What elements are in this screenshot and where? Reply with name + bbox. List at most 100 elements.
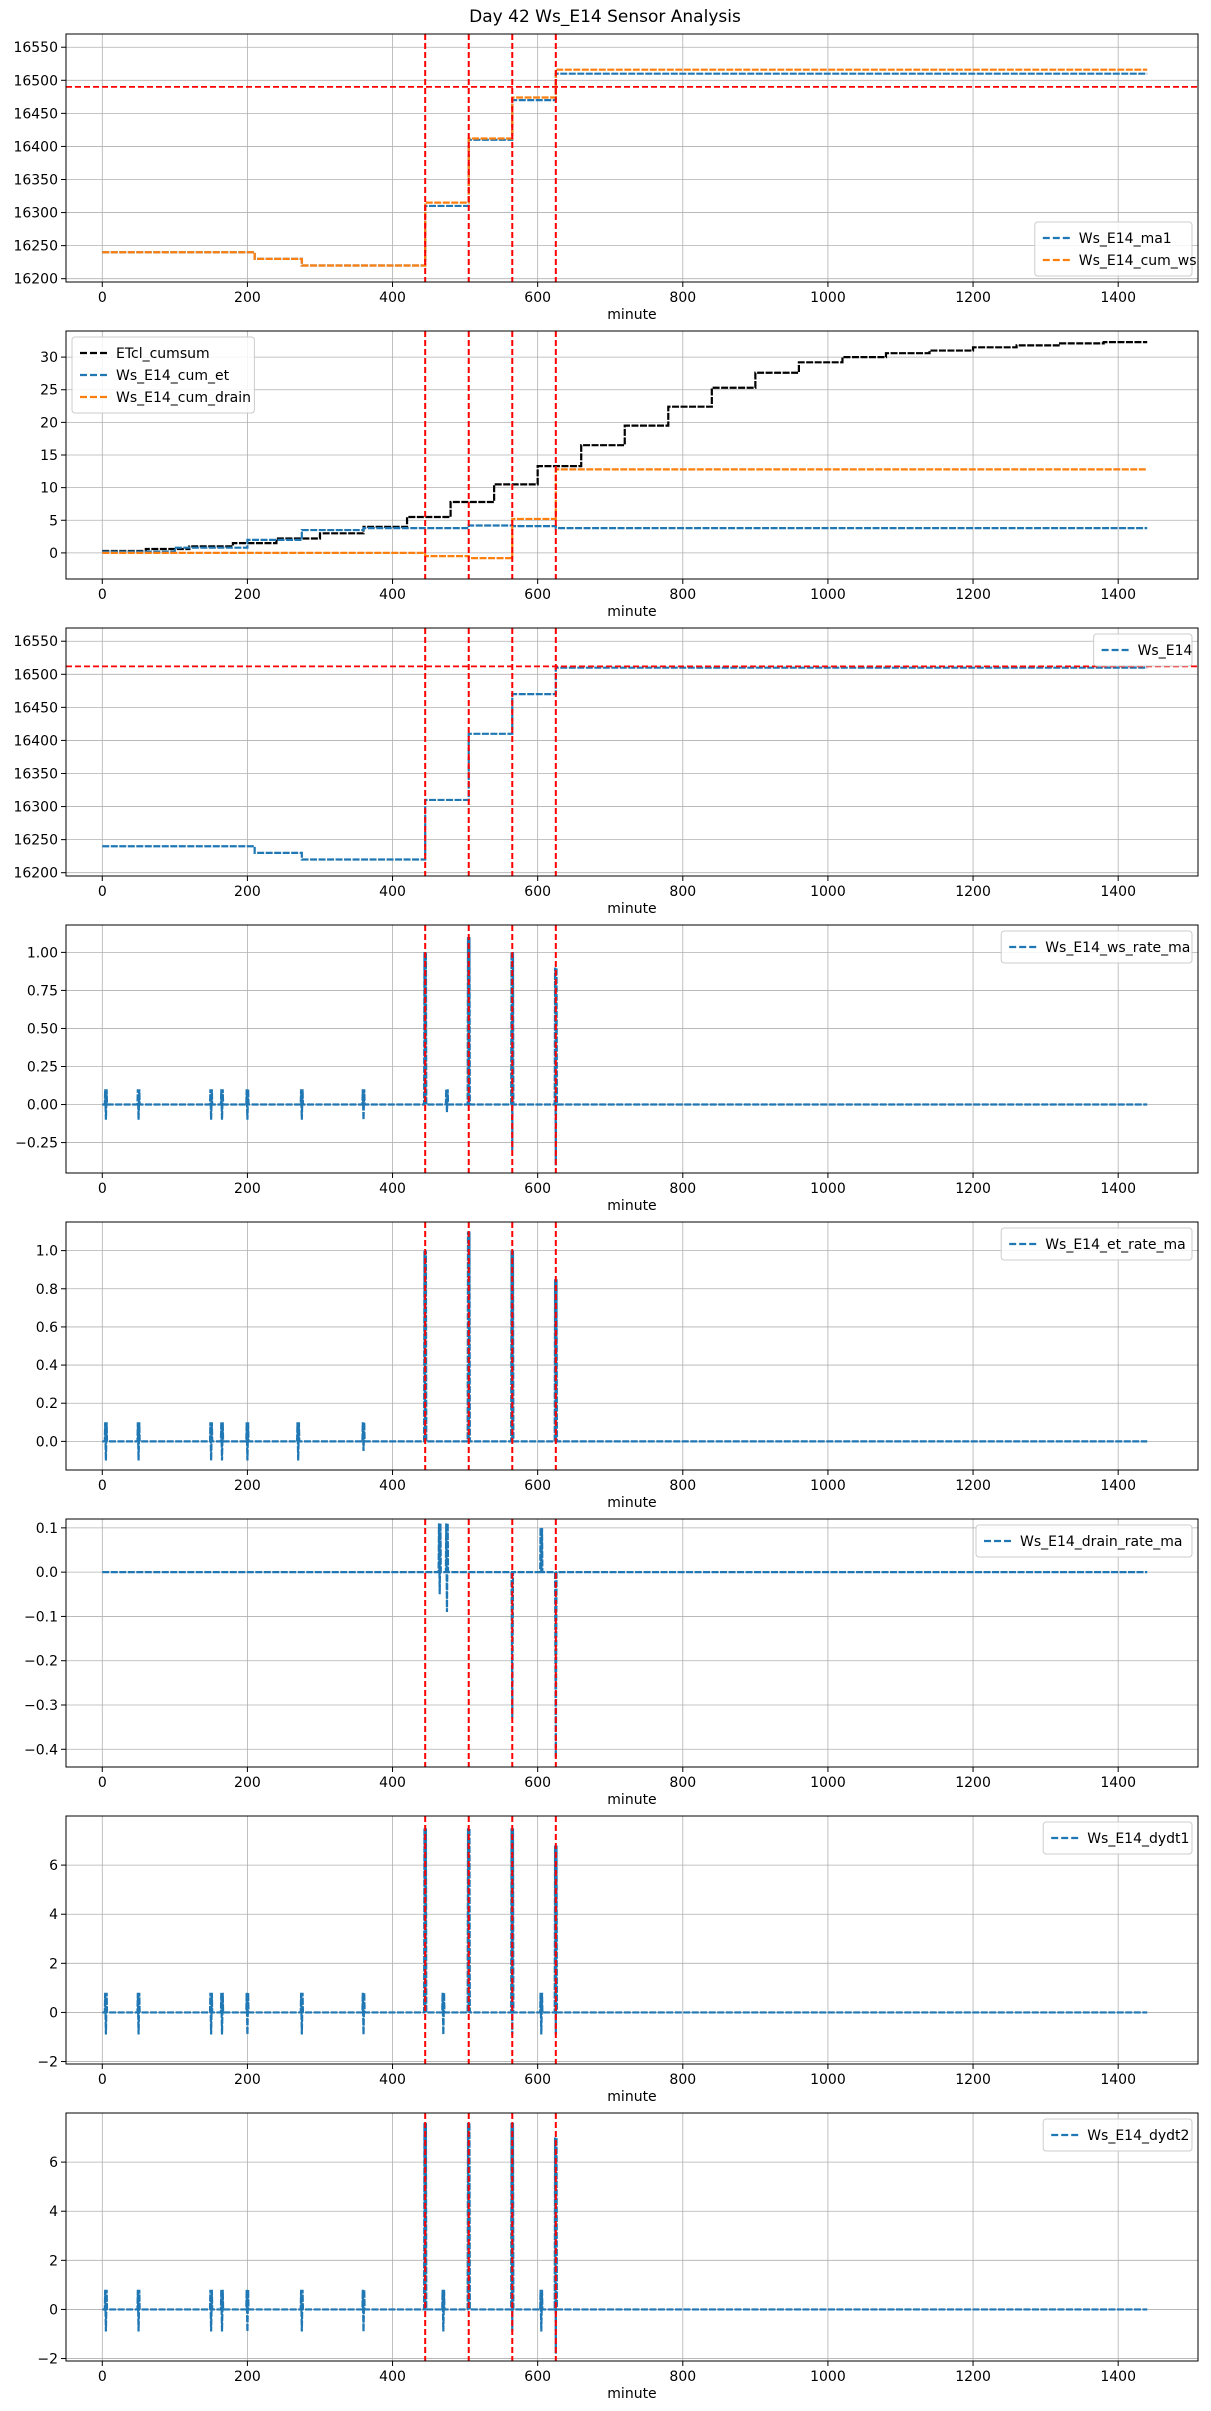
x-axis-label: minute xyxy=(607,2089,656,2105)
x-tick-label: 1200 xyxy=(955,884,991,900)
x-tick-label: 1400 xyxy=(1100,587,1136,603)
x-tick-label: 200 xyxy=(234,290,261,306)
subplots: 0 200 400 600 800 1000 1200 1400162001625016300… xyxy=(13,33,1199,2402)
legend: Ws_E14_ma1 Ws_E14_cum_ws xyxy=(1034,221,1197,277)
legend-entry: Ws_E14_cum_ws xyxy=(1079,253,1197,269)
y-tick-label: −2 xyxy=(37,2055,58,2071)
subplot-8: 0 200 400 600 800 1000 1200 1400 −2 0 2 4 6 minute Ws_… xyxy=(37,2112,1199,2402)
series-line-1 xyxy=(102,1523,1148,1759)
legend-entry: Ws_E14_cum_et xyxy=(116,368,230,384)
y-tick-label: 0.2 xyxy=(36,1396,58,1412)
y-tick-label: 0.0 xyxy=(36,1565,58,1581)
legend-entry: ETcl_cumsum xyxy=(116,346,210,362)
plot-frame xyxy=(65,924,1199,1174)
legend-box xyxy=(975,1524,1193,1558)
x-axis-label: minute xyxy=(607,1792,656,1808)
y-tick-label: 0.50 xyxy=(27,1021,58,1037)
x-tick-label: 1200 xyxy=(955,587,991,603)
subplot-5: 0 200 400 600 800 1000 1200 1400 0.0 0.2 0.4 0.6 0.8… xyxy=(36,1221,1199,1511)
series-line-1 xyxy=(102,2122,1148,2354)
x-tick-label: 600 xyxy=(524,884,551,900)
x-tick-label: 400 xyxy=(379,1478,406,1494)
x-tick-label: 1400 xyxy=(1100,290,1136,306)
y-tick-label: 16550 xyxy=(13,40,58,56)
y-tick-label: 2 xyxy=(49,1956,58,1972)
y-tick-label: 10 xyxy=(40,481,58,497)
x-tick-label: 1200 xyxy=(955,1775,991,1791)
y-tick-label: −0.3 xyxy=(24,1698,58,1714)
plot-frame xyxy=(65,1815,1199,2065)
y-tick-label: 0 xyxy=(49,2005,58,2021)
y-tick-label: 0.6 xyxy=(36,1320,58,1336)
y-tick-label: 0.00 xyxy=(27,1098,58,1114)
y-tick-label: −0.25 xyxy=(15,1136,58,1152)
legend-entry: Ws_E14_ws_rate_ma xyxy=(1045,940,1190,956)
x-tick-label: 0 xyxy=(98,2072,107,2088)
legend: Ws_E14_drain_rate_ma xyxy=(975,1524,1193,1558)
x-tick-label: 600 xyxy=(524,2072,551,2088)
y-tick-label: 0 xyxy=(49,546,58,562)
y-tick-label: 25 xyxy=(40,383,58,399)
x-tick-label: 800 xyxy=(669,290,696,306)
y-tick-label: 2 xyxy=(49,2253,58,2269)
x-tick-label: 400 xyxy=(379,884,406,900)
x-axis-label: minute xyxy=(607,1198,656,1214)
y-tick-label: 0.4 xyxy=(36,1358,58,1374)
y-tick-label: 0 xyxy=(49,2302,58,2318)
legend: Ws_E14_ws_rate_ma xyxy=(1000,930,1193,964)
x-tick-label: 800 xyxy=(669,587,696,603)
x-tick-label: 800 xyxy=(669,884,696,900)
x-tick-label: 1000 xyxy=(810,2072,846,2088)
x-tick-label: 0 xyxy=(98,2369,107,2385)
x-tick-label: 600 xyxy=(524,290,551,306)
plot-frame xyxy=(65,2112,1199,2362)
x-tick-label: 800 xyxy=(669,1181,696,1197)
x-tick-label: 1400 xyxy=(1100,1478,1136,1494)
x-tick-label: 200 xyxy=(234,2369,261,2385)
plot-area xyxy=(66,2113,1198,2361)
y-tick-label: 30 xyxy=(40,350,58,366)
legend: Ws_E14_dydt2 xyxy=(1042,2118,1193,2152)
plot-area xyxy=(66,1816,1198,2064)
x-tick-label: 1200 xyxy=(955,1478,991,1494)
y-tick-label: 4 xyxy=(49,2204,58,2220)
y-tick-label: 16300 xyxy=(13,800,58,816)
figure-title: Day 42 Ws_E14 Sensor Analysis xyxy=(469,7,741,27)
x-tick-label: 1400 xyxy=(1100,2369,1136,2385)
subplot-3: 0 200 400 600 800 1000 1200 1400 16200 16250 16300… xyxy=(13,627,1199,917)
x-tick-label: 1000 xyxy=(810,1775,846,1791)
legend-box xyxy=(1042,2118,1193,2152)
subplot-6: 0 200 400 600 800 1000 1200 1400 −0.4 −0.3 −0.2 −0.… xyxy=(24,1518,1199,1808)
plot-frame xyxy=(65,627,1199,877)
y-tick-label: 15 xyxy=(40,448,58,464)
legend-box xyxy=(1093,633,1193,667)
y-tick-label: 5 xyxy=(49,513,58,529)
plot-area xyxy=(66,34,1198,282)
y-tick-label: 16350 xyxy=(13,766,58,782)
series-line-1 xyxy=(102,937,1148,1166)
x-tick-label: 200 xyxy=(234,587,261,603)
plot-frame xyxy=(65,1518,1199,1768)
y-tick-label: 16550 xyxy=(13,634,58,650)
x-axis-label: minute xyxy=(607,1495,656,1511)
x-tick-label: 1200 xyxy=(955,290,991,306)
x-tick-label: 400 xyxy=(379,2369,406,2385)
x-tick-label: 800 xyxy=(669,1478,696,1494)
y-tick-label: 16450 xyxy=(13,700,58,716)
y-tick-label: 16350 xyxy=(13,172,58,188)
x-tick-label: 0 xyxy=(98,1181,107,1197)
y-tick-label: 16200 xyxy=(13,866,58,882)
x-tick-label: 600 xyxy=(524,1478,551,1494)
x-tick-label: 200 xyxy=(234,884,261,900)
x-tick-label: 1400 xyxy=(1100,1775,1136,1791)
x-tick-label: 1200 xyxy=(955,2369,991,2385)
x-tick-label: 400 xyxy=(379,587,406,603)
legend-box xyxy=(1000,1227,1193,1261)
y-tick-label: 0.0 xyxy=(36,1434,58,1450)
y-tick-label: 16450 xyxy=(13,106,58,122)
x-axis-label: minute xyxy=(607,604,656,620)
legend: Ws_E14 xyxy=(1093,633,1193,667)
x-tick-label: 400 xyxy=(379,290,406,306)
x-tick-label: 400 xyxy=(379,1775,406,1791)
